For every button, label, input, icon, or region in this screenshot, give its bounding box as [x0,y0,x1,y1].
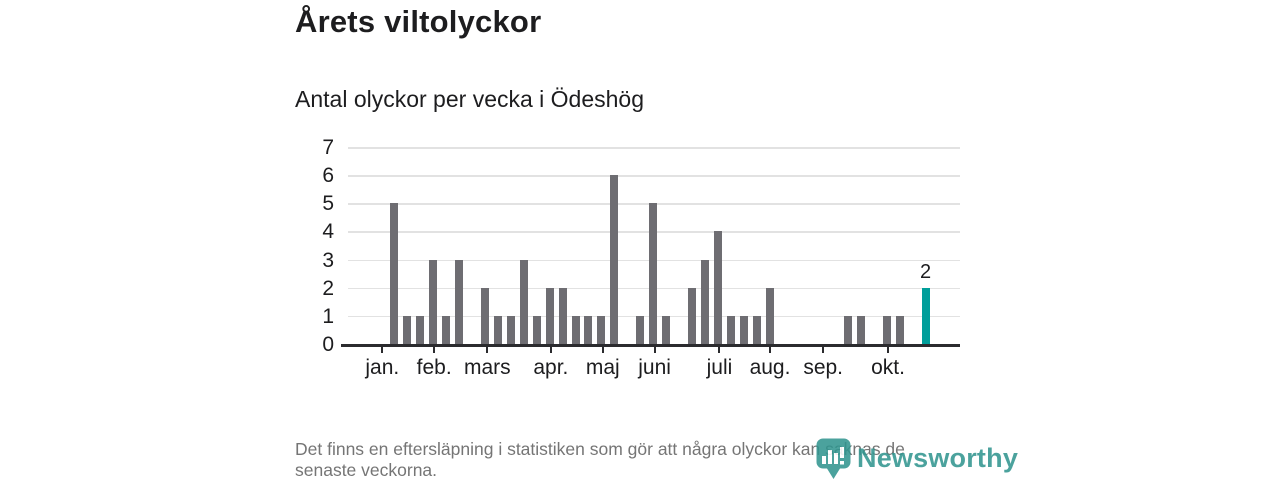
bar [688,287,697,344]
y-axis-tick-label: 0 [322,333,334,356]
x-axis-tick [601,347,604,353]
bar [753,315,762,344]
x-axis-tick [822,347,825,353]
bar [649,203,658,344]
bar [415,315,424,344]
bar [701,259,710,344]
x-axis-month-label: mars [464,356,511,379]
chart-plot-area: jan. feb. mars apr. maj juni juli aug. sep. okt. [341,147,960,379]
bar [428,259,437,344]
bar [636,315,645,344]
y-axis-tick-label: 6 [322,164,334,188]
bar [390,203,398,344]
x-axis-tick [381,347,384,353]
bar [843,315,852,344]
x-axis-tick [887,347,889,353]
x-axis-month-label: okt. [871,356,905,379]
bar [882,315,891,344]
chart-subtitle: Antal olyckor per vecka i Ödeshög [295,86,645,112]
bar [532,315,541,344]
x-axis-month-label: juli [706,356,733,379]
bar [480,287,489,344]
bar [895,315,904,344]
x-axis-tick [653,347,656,353]
bar [441,315,450,344]
x-axis-tick [769,347,771,353]
x-axis-tick [433,347,436,353]
bar [856,315,865,344]
bar [662,315,671,344]
bar [558,287,567,344]
y-axis-tick-label: 7 [322,136,334,159]
newsworthy-pin-barchart-icon [816,438,851,479]
x-axis-month-label: jan. [365,356,400,379]
bar [519,259,528,344]
footer-note-line2: senaste veckorna. [295,460,438,480]
bar [610,175,619,344]
y-axis-tick-label: 4 [322,220,334,244]
x-axis-tick [486,347,489,353]
y-axis-tick-label: 5 [322,192,334,216]
x-axis-month-label: feb. [416,356,452,379]
x-axis-month-label: juni [638,356,671,379]
highlight-bar-value-label: 2 [920,260,932,283]
y-axis-tick-label: 2 [322,276,334,300]
bar [571,315,580,344]
x-axis-line [341,344,960,347]
x-axis-tick [549,347,552,353]
newsworthy-logo-text: Newsworthy [857,442,1019,473]
page-title: Årets viltolyckor [295,4,542,39]
x-axis-tick [718,347,721,353]
footer-note-line1: Det finns en eftersläpning i statistiken… [295,439,905,459]
x-axis-month-label: aug. [749,356,791,379]
bar [506,315,515,344]
bar [740,315,749,344]
bar [597,315,606,344]
bar [766,287,774,344]
x-axis-month-label: maj [585,356,620,379]
bar [714,231,723,344]
bar [727,315,736,344]
bar [493,315,502,344]
gridline [348,175,960,177]
x-axis-month-label: apr. [533,356,569,379]
y-axis-tick-label: 1 [322,304,334,328]
footer-note: Det finns en eftersläpning i statistiken… [295,439,905,481]
bar [584,315,593,344]
highlight-bar [921,287,930,344]
bar [402,315,411,344]
y-axis-tick-label: 3 [322,248,334,272]
x-axis-month-label: sep. [803,356,844,379]
bar [454,259,463,344]
gridline [348,147,960,149]
newsworthy-logo: Newsworthy [815,437,1018,479]
bar [545,287,554,344]
